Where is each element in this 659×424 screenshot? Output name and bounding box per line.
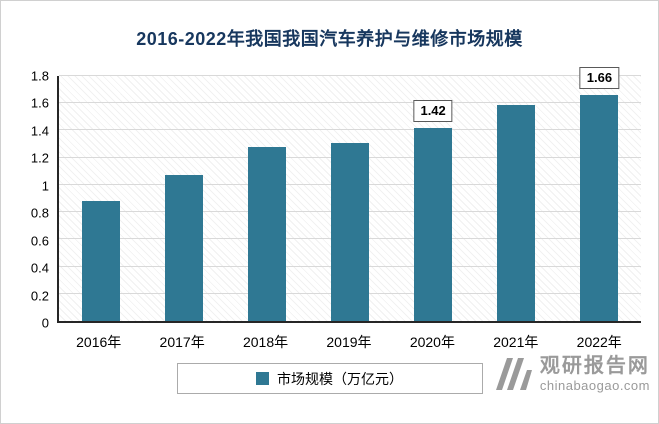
y-axis-tick-label: 1.2 <box>30 150 49 166</box>
bar-2021年 <box>497 104 536 321</box>
watermark-logo-icon <box>495 358 532 390</box>
bar-slot <box>142 76 225 321</box>
y-axis-tick-label: 0.4 <box>30 260 49 276</box>
data-label-2022年: 1.66 <box>579 67 620 90</box>
legend: 市场规模（万亿元） <box>176 363 483 394</box>
y-axis-tick-label: 1.6 <box>30 95 49 111</box>
watermark-brand: 观研报告网 <box>539 355 650 377</box>
y-axis-tick-label: 1.8 <box>30 68 49 84</box>
x-axis-tick-label: 2017年 <box>159 334 205 350</box>
bar-2022年 <box>580 95 619 321</box>
gridline <box>59 102 641 104</box>
bar-2017年 <box>164 175 203 321</box>
y-axis-tick-label: 0 <box>41 315 49 331</box>
data-label-2020年: 1.42 <box>413 100 453 122</box>
y-axis-tick-label: 0.8 <box>30 205 49 221</box>
chart-title: 2016-2022年我国我国汽车养护与维修市场规模 <box>136 29 523 49</box>
bar-series: 1.42 1.66 <box>59 67 641 321</box>
gridline <box>59 129 641 131</box>
y-axis-tick-label: 0.6 <box>30 233 49 249</box>
x-axis-tick-label: 2020年 <box>409 334 455 350</box>
legend-label: 市场规模（万亿元） <box>277 370 403 387</box>
x-axis-tick-label: 2021年 <box>493 334 539 350</box>
x-axis-tick-label: 2019年 <box>326 334 372 350</box>
x-axis-tick-label: 2016年 <box>76 334 122 350</box>
legend-swatch <box>256 372 269 385</box>
x-axis-tick-label: 2022年 <box>576 334 622 350</box>
bar-2019年 <box>330 142 369 321</box>
x-axis: 2016年 2017年 2018年 2019年 2020年 2021年 2022年 <box>57 332 641 352</box>
y-axis-tick-label: 0.2 <box>30 288 49 304</box>
bar-slot: 1.66 <box>558 67 641 321</box>
bar-slot <box>59 76 142 321</box>
bar-slot <box>308 76 391 321</box>
bar-slot <box>475 76 558 321</box>
x-axis-tick-label: 2018年 <box>242 334 289 350</box>
watermark-text: 观研报告网 chinabaogao.com <box>540 355 650 393</box>
plot-area: 1.42 1.66 <box>57 67 641 323</box>
y-axis-tick-label: 1 <box>41 178 49 194</box>
bar-slot <box>225 76 308 321</box>
bar-2020年 <box>414 127 453 321</box>
bar-slot: 1.42 <box>392 76 475 321</box>
y-axis-tick-label: 1.4 <box>30 123 49 139</box>
bar-2016年 <box>81 201 120 321</box>
gridline <box>59 75 641 76</box>
y-axis: 0 0.2 0.4 0.6 0.8 1 1.2 1.4 1.6 1.8 <box>1 70 49 330</box>
bar-2018年 <box>247 146 286 321</box>
watermark: 观研报告网 chinabaogao.com <box>495 355 650 393</box>
watermark-domain: chinabaogao.com <box>539 378 650 393</box>
